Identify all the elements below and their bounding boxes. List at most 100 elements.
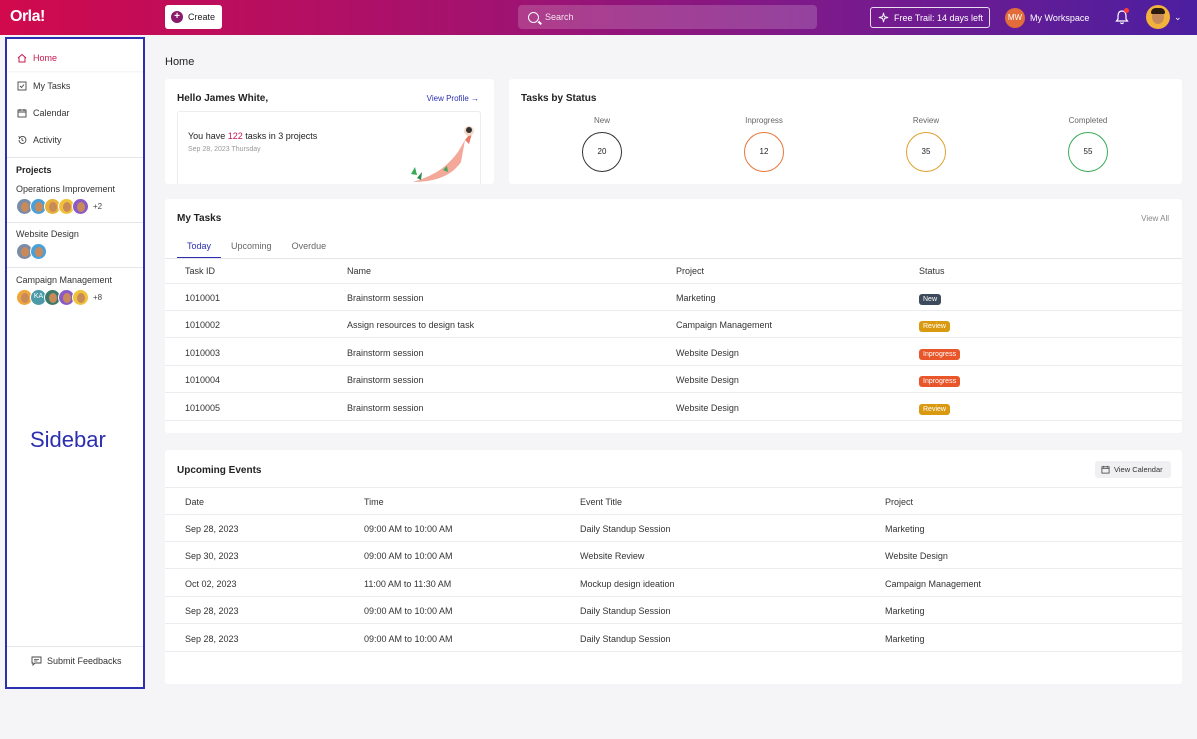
task-id-cell: 1010003	[185, 347, 221, 358]
project-name[interactable]: Campaign Management	[16, 275, 113, 285]
status-label: Inprogress	[745, 116, 783, 125]
avatar	[30, 243, 47, 260]
project-name[interactable]: Operations Improvement	[16, 184, 116, 194]
task-name-cell: Brainstorm session	[347, 347, 424, 358]
current-date: Sep 28, 2023 Thursday	[188, 146, 261, 153]
column-header[interactable]: Task ID	[185, 266, 216, 276]
calendar-icon	[1101, 465, 1110, 474]
avatar	[72, 289, 89, 306]
event-project-cell: Marketing	[885, 633, 925, 644]
row-divider	[165, 310, 1182, 311]
event-project-cell: Marketing	[885, 606, 925, 617]
status-badge: New	[919, 294, 942, 305]
status-new[interactable]: New 20	[562, 116, 642, 172]
tab-today[interactable]: Today	[177, 241, 222, 258]
status-label: Completed	[1068, 116, 1108, 125]
view-all-link[interactable]: View All	[1141, 214, 1169, 223]
column-header[interactable]: Event Title	[580, 497, 623, 507]
event-time-cell: 09:00 AM to 10:00 AM	[364, 524, 453, 534]
column-header[interactable]: Status	[919, 266, 945, 276]
event-date-cell: Sep 28, 2023	[185, 633, 239, 644]
event-time-cell: 11:00 AM to 11:30 AM	[364, 578, 452, 589]
chevron-down-icon[interactable]: ⌄	[1174, 12, 1182, 22]
task-summary-text: You have 122 tasks in 3 projects	[188, 131, 317, 141]
column-header[interactable]: Project	[885, 497, 914, 507]
event-date-cell: Oct 02, 2023	[185, 578, 237, 589]
sidebar-divider	[7, 267, 143, 268]
workspace-label: My Workspace	[1030, 13, 1090, 23]
project-members[interactable]	[16, 243, 47, 260]
task-project-cell: Campaign Management	[676, 320, 773, 331]
app-logo[interactable]: Orla!	[10, 8, 45, 25]
sidebar-item-home[interactable]: Home	[7, 45, 143, 71]
status-count-circle: 20	[582, 132, 622, 172]
row-divider	[165, 514, 1182, 515]
plus-icon: +	[171, 11, 183, 23]
status-inprogress[interactable]: Inprogress 12	[724, 116, 804, 172]
status-review[interactable]: Review 35	[886, 116, 966, 172]
checkbox-icon	[17, 81, 27, 91]
sidebar-item-activity[interactable]: Activity	[7, 127, 143, 153]
tab-upcoming[interactable]: Upcoming	[231, 241, 272, 251]
tasks-by-status-title: Tasks by Status	[521, 93, 597, 104]
task-id-cell: 1010002	[185, 320, 221, 331]
task-project-cell: Website Design	[676, 375, 739, 386]
task-id-cell: 1010004	[185, 375, 221, 386]
status-label: Review	[912, 116, 940, 125]
upcoming-events-card: Upcoming Events View Calendar Date Time …	[165, 450, 1182, 684]
status-completed[interactable]: Completed 55	[1048, 116, 1128, 172]
row-divider	[165, 623, 1182, 625]
row-divider	[165, 419, 1182, 421]
event-date-cell: Sep 30, 2023	[185, 551, 239, 562]
sidebar-item-calendar[interactable]: Calendar	[7, 100, 143, 126]
event-date-cell: Sep 28, 2023	[185, 606, 239, 617]
column-header[interactable]: Name	[347, 266, 372, 276]
submit-feedback-button[interactable]: Submit Feedbacks	[31, 656, 122, 666]
row-divider	[165, 650, 1182, 652]
status-count-circle: 12	[744, 132, 784, 172]
view-calendar-button[interactable]: View Calendar	[1095, 461, 1171, 478]
column-header[interactable]: Time	[364, 497, 384, 507]
project-members[interactable]: +2	[16, 198, 102, 215]
search-input[interactable]: Search	[518, 5, 817, 29]
history-icon	[18, 136, 27, 144]
upcoming-events-title: Upcoming Events	[177, 465, 262, 476]
sidebar-item-my-tasks[interactable]: My Tasks	[7, 73, 143, 99]
avatar	[72, 198, 89, 215]
my-tasks-title: My Tasks	[177, 213, 222, 224]
row-divider	[165, 283, 1182, 284]
status-badge: Inprogress	[919, 376, 961, 388]
view-profile-link[interactable]: View Profile →	[426, 94, 479, 103]
task-name-cell: Assign resources to design task	[347, 320, 475, 331]
search-icon	[528, 11, 539, 23]
user-avatar[interactable]	[1146, 5, 1170, 29]
status-badge: Review	[919, 321, 950, 333]
task-id-cell: 1010005	[185, 402, 221, 413]
project-members[interactable]: KA +8	[16, 289, 102, 306]
sidebar: Home My Tasks Calendar Activity Projects…	[5, 37, 145, 689]
event-time-cell: 09:00 AM to 10:00 AM	[364, 551, 453, 562]
task-summary-suffix: tasks in 3 projects	[242, 131, 318, 141]
tab-overdue[interactable]: Overdue	[291, 241, 327, 251]
free-trial-button[interactable]: Free Trail: 14 days left	[870, 7, 990, 28]
sidebar-divider	[7, 646, 143, 647]
home-icon	[17, 53, 27, 63]
column-header[interactable]: Date	[185, 497, 205, 507]
status-badge: Review	[919, 403, 950, 415]
task-summary-prefix: You have	[188, 131, 228, 141]
row-divider	[165, 337, 1182, 339]
event-title-cell: Daily Standup Session	[580, 524, 671, 534]
workspace-switcher[interactable]: MW My Workspace	[1005, 8, 1089, 28]
row-divider	[165, 487, 1182, 488]
view-calendar-label: View Calendar	[1114, 465, 1163, 474]
feedback-icon	[31, 656, 42, 666]
notification-dot	[1124, 8, 1129, 13]
search-placeholder: Search	[545, 12, 574, 22]
event-title-cell: Daily Standup Session	[580, 606, 671, 617]
project-name[interactable]: Website Design	[16, 229, 79, 239]
column-header[interactable]: Project	[676, 266, 705, 276]
event-project-cell: Marketing	[885, 524, 925, 534]
submit-feedback-label: Submit Feedbacks	[47, 656, 122, 666]
row-divider	[165, 568, 1182, 570]
create-button[interactable]: + Create	[165, 5, 222, 29]
